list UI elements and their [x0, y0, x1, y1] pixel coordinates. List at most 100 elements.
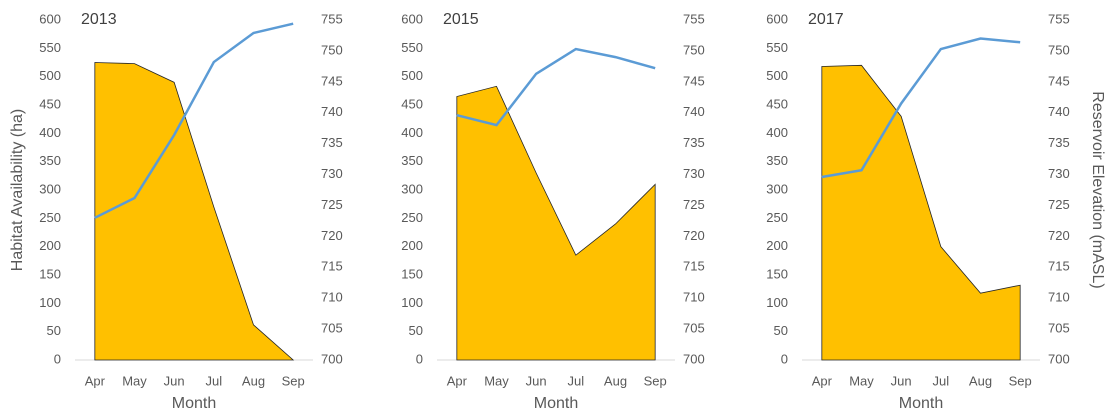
y2-tick-label: 755	[683, 11, 705, 26]
y-tick-label: 550	[401, 40, 423, 55]
y-tick-label: 300	[401, 181, 423, 196]
y-tick-label: 150	[401, 266, 423, 281]
y2-tick-label: 725	[321, 197, 343, 212]
panel-title: 2013	[81, 11, 117, 28]
x-tick-label: May	[122, 373, 147, 388]
x-axis-title: Month	[534, 395, 578, 412]
y2-axis-title: Reservoir Elevation (mASL)	[1089, 91, 1106, 288]
y2-tick-label: 735	[321, 135, 343, 150]
x-tick-label: Jul	[206, 373, 223, 388]
y-tick-label: 450	[39, 96, 61, 111]
panel-title: 2017	[808, 11, 844, 28]
y-tick-label: 50	[47, 323, 61, 338]
elevation-line	[821, 37, 1021, 179]
x-tick-label: Aug	[242, 373, 265, 388]
x-tick-label: Apr	[812, 373, 833, 388]
x-tick-label: Sep	[1009, 373, 1032, 388]
x-tick-label: Aug	[969, 373, 992, 388]
x-axis-title: Month	[899, 395, 943, 412]
y-tick-label: 100	[39, 295, 61, 310]
y-tick-label: 200	[39, 238, 61, 253]
y-axis-title: Habitat Availability (ha)	[9, 109, 26, 271]
y2-tick-label: 700	[1048, 351, 1070, 366]
y-tick-label: 500	[39, 68, 61, 83]
y-tick-label: 450	[401, 96, 423, 111]
y-tick-label: 500	[766, 68, 788, 83]
y-tick-label: 200	[401, 238, 423, 253]
y2-tick-label: 730	[321, 166, 343, 181]
x-tick-label: May	[484, 373, 509, 388]
y-tick-label: 250	[401, 210, 423, 225]
x-tick-label: Jun	[164, 373, 185, 388]
y2-tick-label: 715	[1048, 259, 1070, 274]
y2-tick-label: 725	[683, 197, 705, 212]
y-tick-label: 400	[401, 125, 423, 140]
x-tick-label: Jun	[891, 373, 912, 388]
x-tick-label: Sep	[644, 373, 667, 388]
y-tick-label: 150	[766, 266, 788, 281]
y2-tick-label: 720	[321, 228, 343, 243]
y2-tick-label: 735	[1048, 135, 1070, 150]
y-tick-label: 50	[409, 323, 423, 338]
y2-tick-label: 705	[1048, 321, 1070, 336]
y-tick-label: 550	[39, 40, 61, 55]
y2-tick-label: 750	[683, 42, 705, 57]
y2-tick-label: 700	[683, 351, 705, 366]
y-tick-label: 400	[766, 125, 788, 140]
habitat-area	[456, 85, 656, 361]
y-tick-label: 350	[766, 153, 788, 168]
y2-tick-label: 705	[683, 321, 705, 336]
y-tick-label: 600	[39, 11, 61, 26]
y-tick-label: 600	[401, 11, 423, 26]
y2-tick-label: 735	[683, 135, 705, 150]
y2-tick-label: 720	[1048, 228, 1070, 243]
y2-tick-label: 740	[321, 104, 343, 119]
y2-tick-label: 750	[1048, 42, 1070, 57]
y2-tick-label: 715	[321, 259, 343, 274]
y-tick-label: 550	[766, 40, 788, 55]
y2-tick-label: 755	[321, 11, 343, 26]
y-tick-label: 250	[766, 210, 788, 225]
y-tick-label: 350	[39, 153, 61, 168]
y-tick-label: 150	[39, 266, 61, 281]
x-tick-label: Jun	[526, 373, 547, 388]
x-axis-title: Month	[172, 395, 216, 412]
y-tick-label: 350	[401, 153, 423, 168]
y2-tick-label: 750	[321, 42, 343, 57]
y2-tick-label: 730	[1048, 166, 1070, 181]
y-tick-label: 200	[766, 238, 788, 253]
y2-tick-label: 740	[683, 104, 705, 119]
y2-tick-label: 730	[683, 166, 705, 181]
y2-tick-label: 755	[1048, 11, 1070, 26]
elevation-line	[94, 22, 294, 219]
y-tick-label: 250	[39, 210, 61, 225]
y-tick-label: 100	[766, 295, 788, 310]
y-tick-label: 0	[416, 351, 423, 366]
y-tick-label: 300	[766, 181, 788, 196]
y2-tick-label: 740	[1048, 104, 1070, 119]
elevation-line	[456, 47, 656, 127]
habitat-area	[821, 64, 1021, 361]
y-tick-label: 50	[774, 323, 788, 338]
x-tick-label: Apr	[85, 373, 106, 388]
y2-tick-label: 725	[1048, 197, 1070, 212]
y-tick-label: 100	[401, 295, 423, 310]
y-tick-label: 400	[39, 125, 61, 140]
y2-tick-label: 745	[321, 73, 343, 88]
panel-title: 2015	[443, 11, 479, 28]
y-tick-label: 450	[766, 96, 788, 111]
x-tick-label: Aug	[604, 373, 627, 388]
x-tick-label: May	[849, 373, 874, 388]
y2-tick-label: 715	[683, 259, 705, 274]
x-tick-label: Apr	[447, 373, 468, 388]
y2-tick-label: 710	[321, 290, 343, 305]
y2-tick-label: 720	[683, 228, 705, 243]
y2-tick-label: 705	[321, 321, 343, 336]
y2-tick-label: 745	[1048, 73, 1070, 88]
x-tick-label: Jul	[933, 373, 950, 388]
y2-tick-label: 710	[1048, 290, 1070, 305]
y2-tick-label: 700	[321, 351, 343, 366]
y-tick-label: 0	[54, 351, 61, 366]
